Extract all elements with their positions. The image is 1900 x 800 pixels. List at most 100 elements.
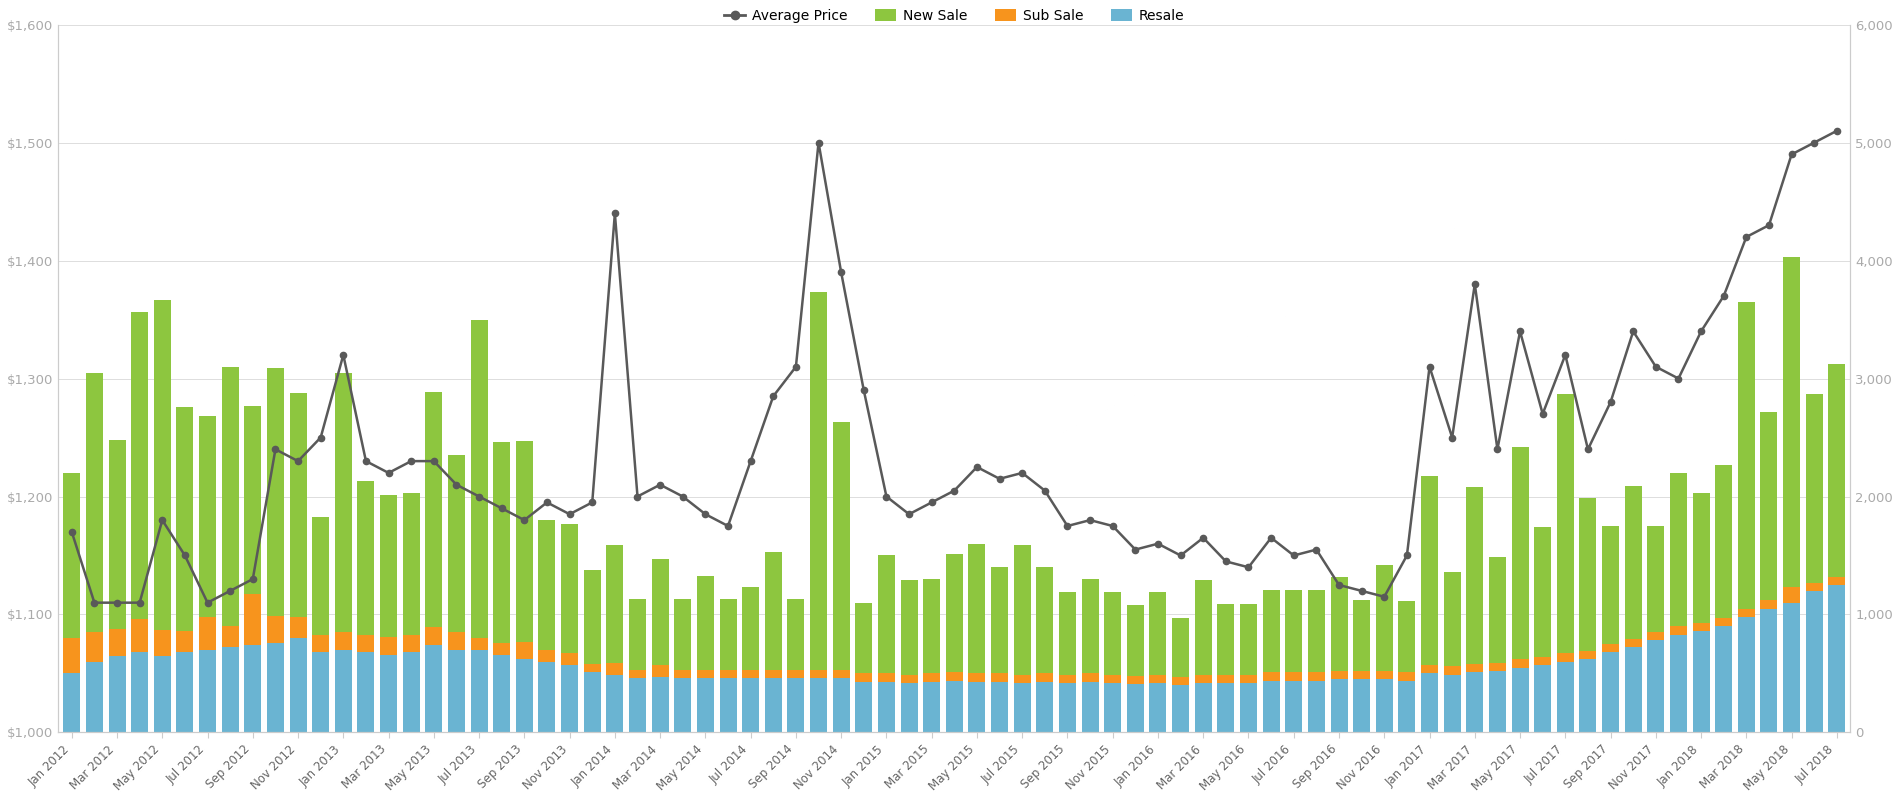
Bar bbox=[289, 638, 306, 733]
Bar bbox=[606, 545, 623, 663]
Bar bbox=[787, 670, 804, 678]
Bar bbox=[832, 670, 849, 678]
Bar bbox=[923, 674, 940, 682]
Bar bbox=[606, 674, 623, 733]
Bar bbox=[1602, 644, 1619, 652]
Bar bbox=[1467, 664, 1484, 672]
Bar bbox=[1556, 654, 1573, 662]
Bar bbox=[426, 391, 443, 627]
Bar bbox=[357, 634, 374, 652]
Bar bbox=[403, 493, 420, 634]
Bar bbox=[743, 670, 760, 678]
Bar bbox=[1738, 617, 1756, 733]
Bar bbox=[1421, 477, 1438, 665]
Bar bbox=[1624, 486, 1642, 639]
Bar bbox=[312, 634, 329, 652]
Bar bbox=[766, 678, 781, 733]
Bar bbox=[1150, 592, 1167, 674]
Bar bbox=[1782, 587, 1799, 602]
Bar bbox=[1467, 487, 1484, 664]
Bar bbox=[1172, 677, 1189, 686]
Bar bbox=[1444, 666, 1461, 674]
Bar bbox=[380, 654, 397, 733]
Bar bbox=[200, 650, 217, 733]
Bar bbox=[720, 678, 737, 733]
Bar bbox=[1398, 672, 1415, 681]
Bar bbox=[1172, 618, 1189, 677]
Bar bbox=[448, 455, 466, 632]
Bar bbox=[1353, 671, 1370, 679]
Bar bbox=[946, 554, 963, 672]
Bar bbox=[606, 663, 623, 674]
Bar bbox=[832, 422, 849, 670]
Bar bbox=[878, 682, 895, 733]
Bar bbox=[177, 631, 194, 652]
Bar bbox=[787, 678, 804, 733]
Bar bbox=[86, 662, 103, 733]
Bar bbox=[969, 674, 986, 682]
Bar bbox=[245, 594, 262, 645]
Bar bbox=[629, 670, 646, 678]
Bar bbox=[448, 650, 466, 733]
Bar bbox=[222, 626, 239, 647]
Bar bbox=[652, 677, 669, 733]
Bar bbox=[1490, 557, 1507, 663]
Bar bbox=[652, 665, 669, 677]
Bar bbox=[992, 682, 1009, 733]
Bar bbox=[266, 616, 283, 642]
Bar bbox=[1828, 577, 1845, 585]
Bar bbox=[1330, 671, 1347, 679]
Bar bbox=[1058, 592, 1075, 674]
Bar bbox=[1036, 567, 1053, 674]
Bar bbox=[426, 627, 443, 645]
Bar bbox=[334, 373, 352, 632]
Bar bbox=[855, 674, 872, 682]
Bar bbox=[426, 645, 443, 733]
Bar bbox=[1647, 526, 1664, 632]
Bar bbox=[674, 678, 692, 733]
Bar bbox=[1805, 394, 1822, 582]
Bar bbox=[1828, 364, 1845, 577]
Bar bbox=[1533, 527, 1550, 657]
Bar bbox=[63, 638, 80, 674]
Bar bbox=[855, 602, 872, 674]
Bar bbox=[1015, 545, 1030, 674]
Bar bbox=[334, 650, 352, 733]
Bar bbox=[1150, 683, 1167, 733]
Bar bbox=[1284, 590, 1302, 672]
Bar bbox=[560, 654, 578, 665]
Bar bbox=[63, 473, 80, 638]
Bar bbox=[946, 681, 963, 733]
Bar bbox=[108, 629, 125, 656]
Bar bbox=[1058, 674, 1075, 683]
Bar bbox=[448, 632, 466, 650]
Bar bbox=[1218, 674, 1235, 683]
Bar bbox=[63, 674, 80, 733]
Bar bbox=[1218, 683, 1235, 733]
Bar bbox=[1512, 659, 1528, 667]
Bar bbox=[1264, 590, 1279, 672]
Bar bbox=[1127, 684, 1144, 733]
Bar bbox=[1241, 604, 1258, 674]
Bar bbox=[969, 544, 986, 674]
Bar bbox=[923, 682, 940, 733]
Bar bbox=[245, 645, 262, 733]
Bar bbox=[1353, 679, 1370, 733]
Bar bbox=[1602, 526, 1619, 644]
Bar bbox=[1036, 674, 1053, 682]
Bar bbox=[1376, 671, 1393, 679]
Bar bbox=[992, 674, 1009, 682]
Bar bbox=[923, 579, 940, 674]
Bar bbox=[1307, 672, 1324, 681]
Bar bbox=[1104, 674, 1121, 683]
Bar bbox=[1579, 651, 1596, 659]
Bar bbox=[1195, 674, 1212, 683]
Bar bbox=[1015, 683, 1030, 733]
Bar bbox=[177, 652, 194, 733]
Bar bbox=[809, 293, 826, 670]
Bar bbox=[403, 652, 420, 733]
Bar bbox=[403, 634, 420, 652]
Bar bbox=[1782, 602, 1799, 733]
Bar bbox=[538, 520, 555, 650]
Bar bbox=[1533, 665, 1550, 733]
